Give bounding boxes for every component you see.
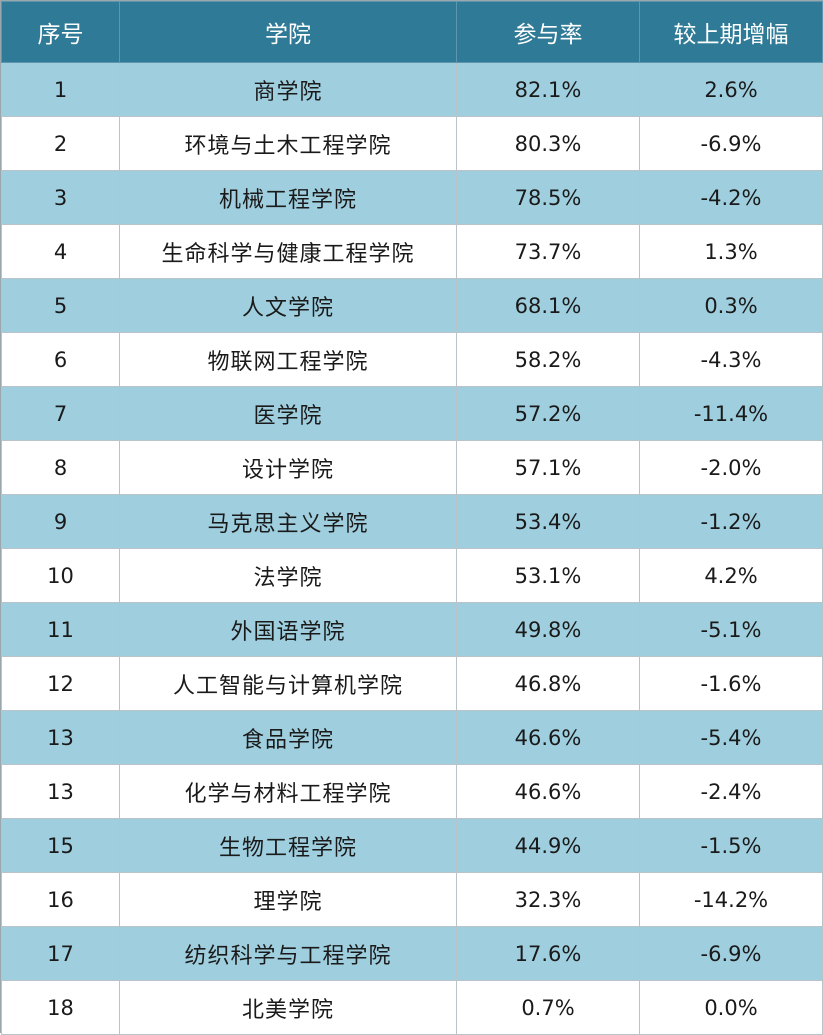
college-cell: 人工智能与计算机学院 xyxy=(119,656,457,711)
table-row: 12 人工智能与计算机学院 46.8% -1.6% xyxy=(1,656,823,711)
rate-cell: 49.8% xyxy=(456,602,640,657)
college-cell: 马克思主义学院 xyxy=(119,494,457,549)
table-row: 13 化学与材料工程学院 46.6% -2.4% xyxy=(1,764,823,819)
table-row: 4 生命科学与健康工程学院 73.7% 1.3% xyxy=(1,224,823,279)
college-cell: 外国语学院 xyxy=(119,602,457,657)
rate-cell: 32.3% xyxy=(456,872,640,927)
rank-cell: 10 xyxy=(1,548,120,603)
table-header: 序号 学院 参与率 较上期增幅 xyxy=(1,1,823,63)
table-row: 2 环境与土木工程学院 80.3% -6.9% xyxy=(1,116,823,171)
college-cell: 纺织科学与工程学院 xyxy=(119,926,457,981)
change-cell: -4.3% xyxy=(639,332,823,387)
rate-cell: 44.9% xyxy=(456,818,640,873)
rank-cell: 4 xyxy=(1,224,120,279)
rank-cell: 9 xyxy=(1,494,120,549)
table-row: 5 人文学院 68.1% 0.3% xyxy=(1,278,823,333)
rank-cell: 2 xyxy=(1,116,120,171)
change-cell: -1.6% xyxy=(639,656,823,711)
table-row: 18 北美学院 0.7% 0.0% xyxy=(1,980,823,1035)
college-cell: 化学与材料工程学院 xyxy=(119,764,457,819)
table-row: 11 外国语学院 49.8% -5.1% xyxy=(1,602,823,657)
rate-cell: 46.6% xyxy=(456,710,640,765)
rank-cell: 15 xyxy=(1,818,120,873)
college-cell: 生物工程学院 xyxy=(119,818,457,873)
college-cell: 设计学院 xyxy=(119,440,457,495)
table-row: 1 商学院 82.1% 2.6% xyxy=(1,62,823,117)
rank-cell: 13 xyxy=(1,710,120,765)
rank-cell: 7 xyxy=(1,386,120,441)
rate-cell: 57.2% xyxy=(456,386,640,441)
college-cell: 食品学院 xyxy=(119,710,457,765)
college-cell: 理学院 xyxy=(119,872,457,927)
rank-cell: 17 xyxy=(1,926,120,981)
change-cell: -2.0% xyxy=(639,440,823,495)
college-cell: 机械工程学院 xyxy=(119,170,457,225)
college-cell: 医学院 xyxy=(119,386,457,441)
rate-cell: 53.4% xyxy=(456,494,640,549)
change-cell: 4.2% xyxy=(639,548,823,603)
rate-cell: 0.7% xyxy=(456,980,640,1035)
rank-cell: 5 xyxy=(1,278,120,333)
college-cell: 商学院 xyxy=(119,62,457,117)
rank-cell: 18 xyxy=(1,980,120,1035)
table-row: 10 法学院 53.1% 4.2% xyxy=(1,548,823,603)
table-row: 7 医学院 57.2% -11.4% xyxy=(1,386,823,441)
rate-cell: 68.1% xyxy=(456,278,640,333)
change-cell: -2.4% xyxy=(639,764,823,819)
header-rate: 参与率 xyxy=(456,1,640,63)
rank-cell: 3 xyxy=(1,170,120,225)
college-cell: 物联网工程学院 xyxy=(119,332,457,387)
change-cell: 0.3% xyxy=(639,278,823,333)
table-row: 6 物联网工程学院 58.2% -4.3% xyxy=(1,332,823,387)
college-cell: 法学院 xyxy=(119,548,457,603)
college-cell: 生命科学与健康工程学院 xyxy=(119,224,457,279)
change-cell: -5.1% xyxy=(639,602,823,657)
rank-cell: 12 xyxy=(1,656,120,711)
change-cell: 2.6% xyxy=(639,62,823,117)
table-row: 3 机械工程学院 78.5% -4.2% xyxy=(1,170,823,225)
rate-cell: 58.2% xyxy=(456,332,640,387)
rate-cell: 17.6% xyxy=(456,926,640,981)
table-row: 8 设计学院 57.1% -2.0% xyxy=(1,440,823,495)
rank-cell: 16 xyxy=(1,872,120,927)
table-row: 9 马克思主义学院 53.4% -1.2% xyxy=(1,494,823,549)
change-cell: 0.0% xyxy=(639,980,823,1035)
change-cell: -1.5% xyxy=(639,818,823,873)
table-body: 1 商学院 82.1% 2.6% 2 环境与土木工程学院 80.3% -6.9% 3 机械工程学院… xyxy=(1,62,823,1035)
change-cell: -1.2% xyxy=(639,494,823,549)
rate-cell: 80.3% xyxy=(456,116,640,171)
change-cell: 1.3% xyxy=(639,224,823,279)
header-rank: 序号 xyxy=(1,1,120,63)
change-cell: -11.4% xyxy=(639,386,823,441)
table-row: 15 生物工程学院 44.9% -1.5% xyxy=(1,818,823,873)
header-college: 学院 xyxy=(119,1,457,63)
header-row: 序号 学院 参与率 较上期增幅 xyxy=(1,1,823,63)
change-cell: -14.2% xyxy=(639,872,823,927)
change-cell: -5.4% xyxy=(639,710,823,765)
rank-cell: 13 xyxy=(1,764,120,819)
rate-cell: 57.1% xyxy=(456,440,640,495)
rate-cell: 53.1% xyxy=(456,548,640,603)
table-row: 16 理学院 32.3% -14.2% xyxy=(1,872,823,927)
change-cell: -4.2% xyxy=(639,170,823,225)
rank-cell: 6 xyxy=(1,332,120,387)
header-change: 较上期增幅 xyxy=(639,1,823,63)
table-row: 13 食品学院 46.6% -5.4% xyxy=(1,710,823,765)
table-row: 17 纺织科学与工程学院 17.6% -6.9% xyxy=(1,926,823,981)
rate-cell: 46.8% xyxy=(456,656,640,711)
college-cell: 环境与土木工程学院 xyxy=(119,116,457,171)
rate-cell: 82.1% xyxy=(456,62,640,117)
rank-cell: 11 xyxy=(1,602,120,657)
rate-cell: 78.5% xyxy=(456,170,640,225)
college-cell: 人文学院 xyxy=(119,278,457,333)
college-cell: 北美学院 xyxy=(119,980,457,1035)
change-cell: -6.9% xyxy=(639,926,823,981)
rate-cell: 46.6% xyxy=(456,764,640,819)
rate-cell: 73.7% xyxy=(456,224,640,279)
rank-cell: 8 xyxy=(1,440,120,495)
change-cell: -6.9% xyxy=(639,116,823,171)
rank-cell: 1 xyxy=(1,62,120,117)
